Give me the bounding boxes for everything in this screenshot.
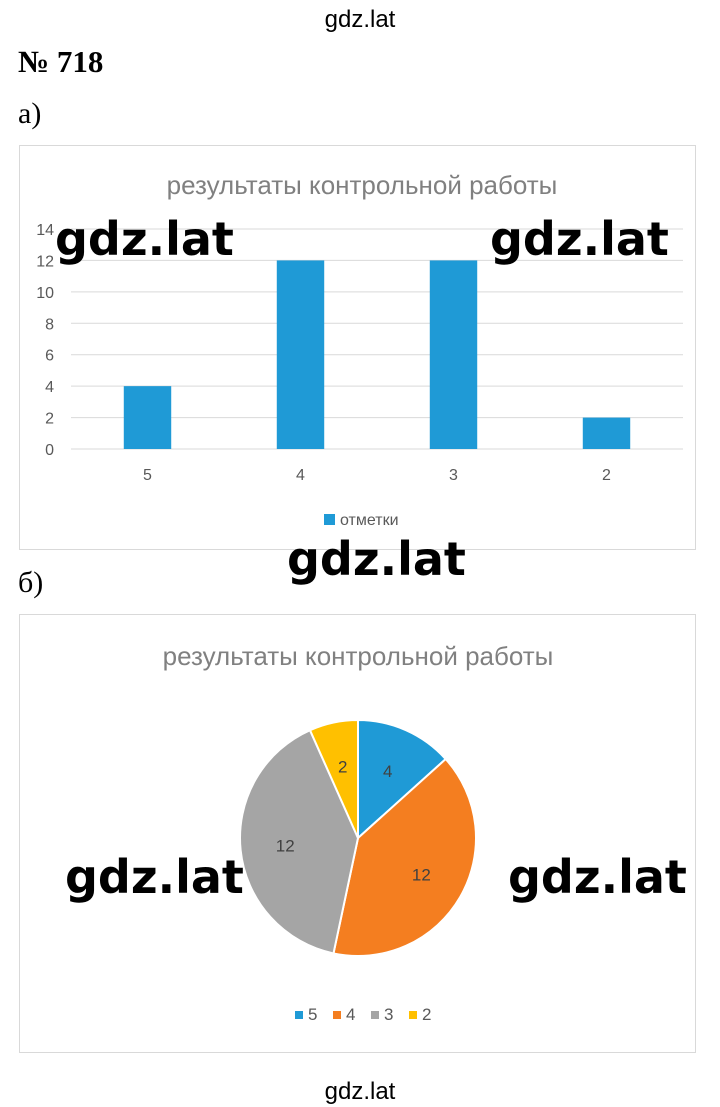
y-tick-label: 4 — [45, 379, 54, 396]
legend-swatch-5 — [295, 1011, 303, 1019]
site-name-top: gdz.lat — [324, 6, 396, 33]
y-tick-label: 10 — [36, 285, 54, 302]
pie-chart-title: результаты контрольной работы — [163, 641, 554, 671]
x-tick-label: 2 — [602, 467, 611, 484]
task-number: № 718 — [18, 44, 104, 79]
y-tick-label: 2 — [45, 411, 54, 428]
pie-chart-frame: результаты контрольной работы 4 12 12 2 5 4 3… — [19, 614, 696, 1053]
bar-chart-y-axis: 0 2 4 6 8 10 12 14 — [36, 222, 54, 459]
pie-data-label: 12 — [412, 866, 431, 885]
pie-slice-4 — [332, 757, 477, 957]
watermark: gdz.lat — [490, 212, 669, 266]
bar-4 — [276, 260, 325, 449]
pie-chart-slices — [239, 718, 477, 957]
legend-swatch-2 — [409, 1011, 417, 1019]
pie-data-label: 4 — [383, 762, 392, 781]
y-tick-label: 12 — [36, 253, 54, 270]
legend-label: 2 — [422, 1005, 431, 1024]
watermark: gdz.lat — [55, 212, 234, 266]
y-tick-label: 0 — [45, 442, 54, 459]
watermark: gdz.lat — [65, 850, 244, 904]
pie-chart-legend: 5 4 3 2 — [295, 1005, 431, 1024]
pie-chart-data-labels: 4 12 12 2 — [276, 757, 431, 884]
bar-chart-title: результаты контрольной работы — [167, 170, 558, 200]
pie-chart: результаты контрольной работы 4 12 12 2 5 4 3… — [163, 641, 554, 1024]
part-a-label: а) — [18, 97, 42, 130]
legend-swatch-otmetki — [324, 514, 335, 525]
y-tick-label: 6 — [45, 348, 54, 365]
y-tick-label: 8 — [45, 316, 54, 333]
pie-slice-5 — [357, 718, 448, 841]
pie-data-label: 2 — [338, 757, 347, 776]
pie-slice-2 — [308, 718, 359, 839]
y-tick-label: 14 — [36, 222, 54, 239]
pie-data-label: 12 — [276, 837, 295, 856]
bar-chart-legend: отметки — [324, 512, 399, 529]
bar-chart-frame: результаты контрольной работы 0 2 4 6 8 10 12 1… — [19, 145, 696, 550]
bar-chart-gridlines — [71, 228, 683, 450]
watermark: gdz.lat — [287, 532, 466, 586]
legend-label: 5 — [308, 1005, 317, 1024]
x-tick-label: 4 — [296, 467, 305, 484]
bar-2 — [582, 417, 631, 449]
pie-slice-3 — [239, 728, 360, 955]
site-name-bottom: gdz.lat — [324, 1078, 396, 1105]
legend-swatch-3 — [371, 1011, 379, 1019]
x-tick-label: 3 — [449, 467, 458, 484]
bar-3 — [429, 260, 478, 449]
bar-5 — [123, 386, 172, 449]
legend-label: 4 — [346, 1005, 355, 1024]
legend-label: 3 — [384, 1005, 393, 1024]
legend-swatch-4 — [333, 1011, 341, 1019]
part-b-label: б) — [18, 566, 44, 599]
x-tick-label: 5 — [143, 467, 152, 484]
legend-label-otmetki: отметки — [340, 512, 399, 529]
watermark: gdz.lat — [508, 850, 687, 904]
bar-chart-bars — [123, 260, 631, 449]
bar-chart-x-axis: 5 4 3 2 — [143, 467, 611, 484]
bar-chart: результаты контрольной работы 0 2 4 6 8 10 12 1… — [36, 170, 683, 529]
